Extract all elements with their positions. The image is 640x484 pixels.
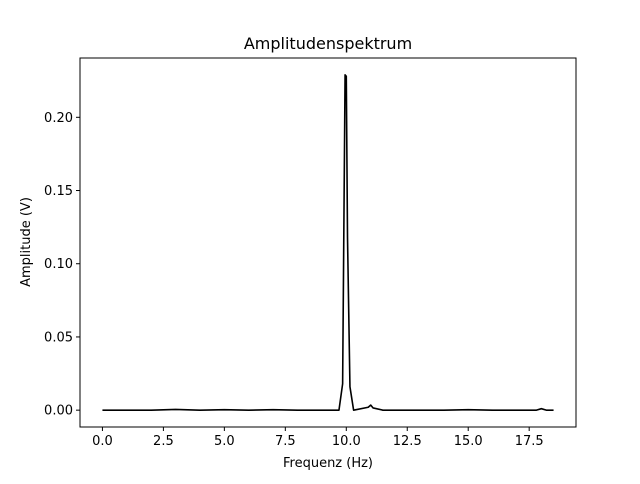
x-tick-label: 0.0 [92, 434, 113, 449]
x-tick-label: 12.5 [393, 434, 422, 449]
x-tick-label: 5.0 [214, 434, 235, 449]
y-tick-label: 0.00 [44, 404, 73, 419]
y-axis: 0.00 0.05 0.10 0.15 0.20 [44, 111, 80, 419]
x-tick-label: 17.5 [515, 434, 544, 449]
x-axis-label: Frequenz (Hz) [283, 456, 373, 471]
x-tick-label: 7.5 [275, 434, 296, 449]
x-axis: 0.0 2.5 5.0 7.5 10.0 12.5 15.0 17.5 [92, 427, 544, 449]
y-axis-label: Amplitude (V) [19, 197, 34, 287]
y-tick-label: 0.10 [44, 257, 73, 272]
x-tick-label: 2.5 [153, 434, 174, 449]
plot-area [102, 74, 554, 411]
y-tick-label: 0.05 [44, 330, 73, 345]
x-tick-label: 15.0 [454, 434, 483, 449]
y-tick-label: 0.15 [44, 184, 73, 199]
plot-frame [79, 57, 577, 428]
y-tick-label: 0.20 [44, 111, 73, 126]
spectrum-series-line [102, 74, 554, 411]
chart-title: Amplitudenspektrum [244, 34, 412, 53]
x-tick-label: 10.0 [332, 434, 361, 449]
